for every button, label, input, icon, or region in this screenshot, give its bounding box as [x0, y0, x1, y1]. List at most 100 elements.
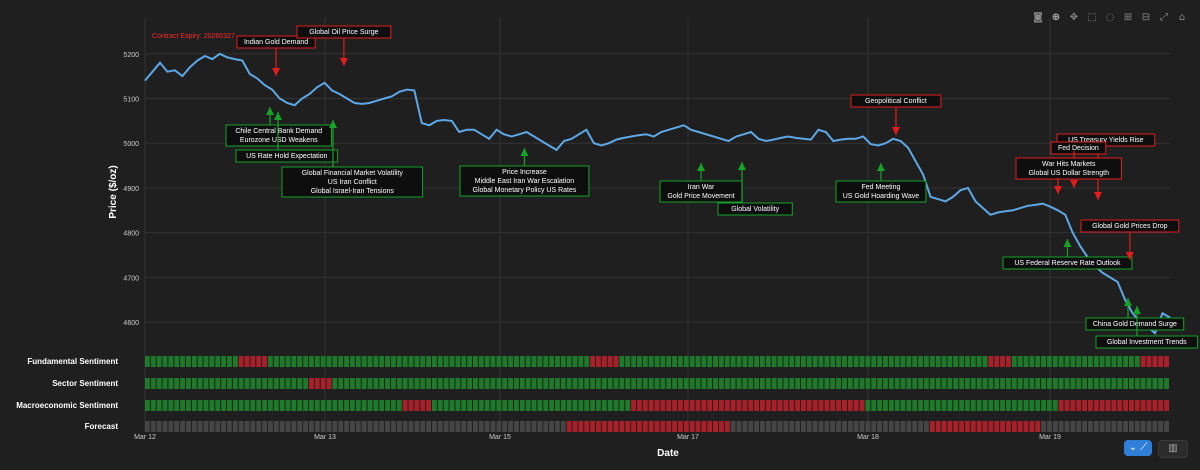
view-toggle: ⌄ ⟋ ▥	[1124, 440, 1188, 458]
sentiment-cell	[1011, 356, 1017, 367]
sentiment-cell	[1099, 421, 1105, 432]
zoom-icon[interactable]: ⊕	[1051, 12, 1061, 23]
sentiment-cell	[912, 400, 918, 411]
sentiment-cell	[953, 356, 959, 367]
annotation-bullish: China Gold Demand Surge	[1085, 298, 1185, 331]
sentiment-cell	[806, 378, 812, 389]
sentiment-cell	[1146, 400, 1152, 411]
sentiment-cell	[455, 378, 461, 389]
autoscale-icon[interactable]: ⤢	[1160, 12, 1168, 23]
sentiment-cell	[941, 400, 947, 411]
bar-view-button[interactable]: ▥	[1158, 440, 1188, 458]
sentiment-cell	[947, 356, 953, 367]
sentiment-cell	[613, 421, 619, 432]
sentiment-cell	[560, 378, 566, 389]
sentiment-cell	[473, 421, 478, 432]
annotation-label: China Gold Demand Surge	[1093, 321, 1177, 328]
sentiment-cell	[262, 356, 267, 367]
sentiment-cell	[1006, 356, 1011, 367]
sentiment-cell	[162, 421, 168, 432]
sentiment-cell	[900, 356, 906, 367]
sentiment-cell	[420, 378, 426, 389]
sentiment-cell	[309, 400, 314, 411]
sentiment-cell	[215, 356, 221, 367]
sentiment-cell	[437, 378, 443, 389]
sentiment-cell	[730, 400, 736, 411]
sentiment-cell	[326, 356, 332, 367]
sentiment-cell	[918, 356, 923, 367]
sentiment-cell	[947, 378, 953, 389]
sentiment-cell	[666, 356, 672, 367]
sentiment-cell	[449, 421, 455, 432]
sentiment-cell	[754, 378, 759, 389]
sentiment-cell	[238, 400, 244, 411]
sentiment-cell	[1088, 378, 1093, 389]
sentiment-cell	[1099, 356, 1105, 367]
sentiment-cell	[525, 421, 531, 432]
sentiment-cell	[1052, 400, 1058, 411]
sentiment-cell	[865, 400, 871, 411]
annotation-arrow-head	[738, 162, 746, 170]
zoom-in-icon[interactable]: ⊞	[1123, 12, 1133, 23]
sentiment-cell	[1064, 356, 1070, 367]
sentiment-cell	[625, 400, 631, 411]
zoom-out-icon[interactable]: ⊟	[1141, 12, 1151, 23]
sentiment-cell	[865, 421, 871, 432]
box-select-icon[interactable]: ⬚	[1087, 12, 1097, 23]
camera-icon[interactable]: ◙	[1033, 12, 1043, 23]
sentiment-cell	[432, 356, 437, 367]
sentiment-cell	[180, 356, 185, 367]
sentiment-cell	[490, 421, 496, 432]
sentiment-cell	[1058, 378, 1064, 389]
sentiment-cell	[783, 378, 789, 389]
sentiment-cell	[888, 378, 894, 389]
sentiment-cell	[918, 378, 923, 389]
sentiment-cell	[795, 378, 800, 389]
sentiment-cell	[801, 356, 806, 367]
sentiment-cell	[1041, 421, 1046, 432]
sentiment-cell	[1070, 378, 1076, 389]
sentiment-cell	[935, 400, 941, 411]
sentiment-cell	[232, 400, 238, 411]
x-tick-label: Mar 12	[134, 434, 156, 441]
sentiment-cell	[918, 400, 923, 411]
sentiment-cell	[285, 378, 291, 389]
sentiment-cell	[320, 421, 326, 432]
sentiment-cell	[812, 421, 818, 432]
sentiment-cell	[818, 421, 824, 432]
sentiment-cell	[1140, 356, 1146, 367]
sentiment-cell	[461, 421, 467, 432]
sentiment-cell	[654, 421, 660, 432]
sentiment-cell	[806, 421, 812, 432]
sentiment-cell	[894, 400, 900, 411]
line-view-button[interactable]: ⌄ ⟋	[1124, 440, 1152, 456]
sentiment-cell	[1041, 378, 1046, 389]
lasso-icon[interactable]: ◌	[1105, 12, 1115, 23]
sentiment-cell	[1023, 421, 1029, 432]
sentiment-cell	[748, 378, 754, 389]
y-tick-label: 5100	[123, 97, 139, 104]
sentiment-cell	[285, 356, 291, 367]
sentiment-cell	[970, 421, 976, 432]
sentiment-cell	[525, 356, 531, 367]
annotation-label: Fed Meeting	[861, 184, 900, 191]
price-series-line	[144, 52, 1171, 336]
sentiment-cell	[385, 400, 390, 411]
sentiment-cell	[601, 400, 607, 411]
pan-icon[interactable]: ✥	[1069, 12, 1079, 23]
sentiment-cell	[285, 400, 291, 411]
sentiment-cell	[309, 356, 314, 367]
sentiment-cell	[771, 400, 777, 411]
sentiment-cell	[765, 356, 771, 367]
sentiment-cell	[584, 356, 590, 367]
sentiment-cell	[186, 400, 191, 411]
sentiment-cell	[174, 421, 180, 432]
sentiment-cell	[877, 421, 882, 432]
x-axis: Mar 12 Mar 13 Mar 15 Mar 17 Mar 18 Mar 19	[134, 434, 1061, 441]
annotation-label: Global Volatility	[731, 206, 779, 213]
reset-icon[interactable]: ⌂	[1178, 12, 1186, 23]
annotation-label: Global Investment Trends	[1107, 339, 1187, 346]
sentiment-cell	[244, 421, 250, 432]
